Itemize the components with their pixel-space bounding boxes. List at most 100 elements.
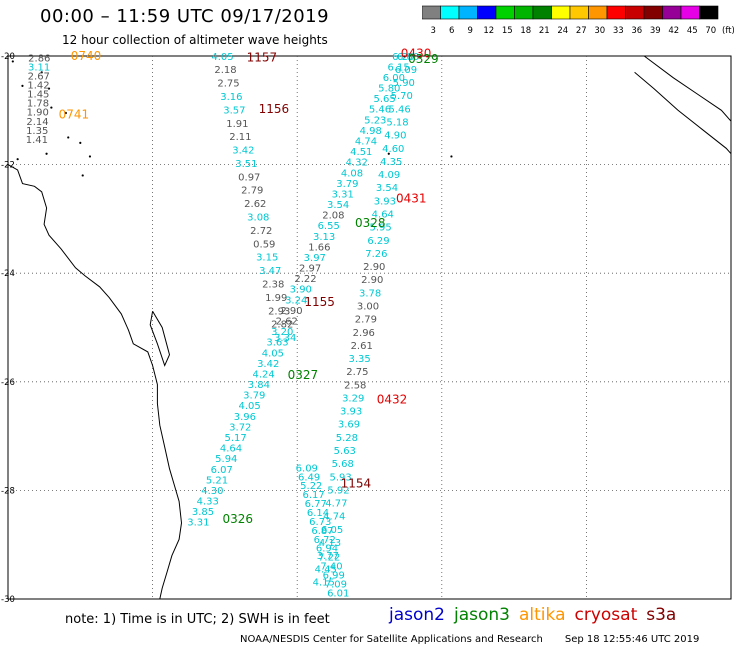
pass-time-label: 0329 [408, 52, 439, 66]
wave-height-value: 6.29 [367, 236, 389, 247]
islet [81, 174, 84, 177]
color-scale-label: 36 [631, 26, 642, 36]
wave-height-value: 4.64 [220, 444, 242, 455]
wave-height-value: 6.20 [392, 52, 414, 63]
wave-height-value: 2.18 [214, 65, 236, 76]
wave-height-value: 3.96 [234, 412, 256, 423]
wave-height-value: 2.96 [353, 328, 375, 339]
wave-height-value: 3.63 [266, 338, 288, 349]
page-subtitle: 12 hour collection of altimeter wave hei… [62, 33, 328, 47]
wave-height-value: 3.93 [374, 196, 396, 207]
wave-height-value: 4.64 [372, 210, 394, 221]
wave-height-value: 6.05 [321, 525, 343, 536]
wave-height-value: 5.95 [369, 223, 391, 234]
wave-height-value: 4.08 [341, 168, 363, 179]
wave-height-value: 3.35 [348, 354, 370, 365]
wave-height-value: 5.65 [373, 94, 395, 105]
islet [16, 158, 19, 161]
wave-height-value: 5.21 [206, 475, 228, 486]
wave-height-value: 7.09 [325, 579, 347, 590]
wave-height-value: 4.24 [252, 370, 274, 381]
wave-height-value: 4.35 [380, 157, 402, 168]
wave-height-value: 6.87 [311, 526, 333, 537]
wave-height-value: 4.33 [197, 497, 219, 508]
wave-height-value: 3.47 [259, 266, 281, 277]
wave-height-value: 3.90 [290, 285, 312, 296]
wave-height-value: 5.17 [224, 433, 246, 444]
color-scale-label: 42 [668, 26, 679, 36]
pass-time-label: 0327 [288, 368, 319, 382]
islet [64, 111, 67, 115]
wave-height-map: 150153156159162165-20-22-24-26-28-302.86… [1, 47, 732, 605]
wave-height-value: 3.84 [248, 380, 270, 391]
wave-height-value: 2.75 [217, 79, 239, 90]
wave-height-value: 4.05 [238, 401, 260, 412]
islet [67, 136, 70, 139]
wave-height-value: 3.85 [192, 507, 214, 518]
islet [21, 84, 24, 87]
pass-time-label: 1156 [259, 102, 290, 116]
latitude-label: -22 [1, 161, 15, 171]
color-scale-bar: 3 6 9 12 15 18 21 24 27 30 33 36 39 42 45 70 (ft) [422, 5, 734, 36]
wave-height-value: 6.49 [298, 472, 320, 483]
color-scale-label: 30 [594, 26, 605, 36]
pass-time-label: 1155 [304, 295, 335, 309]
wave-height-value: 6.09 [395, 65, 417, 76]
wave-height-value: 4.90 [384, 131, 406, 142]
wave-height-value: 3.78 [359, 288, 381, 299]
color-scale-label: 45 [687, 26, 698, 36]
legend-altika: altika [519, 605, 566, 625]
latitude-label: -26 [1, 378, 15, 388]
wave-height-value: 3.11 [28, 63, 50, 74]
wave-height-value: 6.72 [314, 535, 336, 546]
color-scale-label: 9 [468, 26, 473, 36]
wave-height-value: 5.46 [369, 105, 391, 116]
wave-height-value: 2.67 [28, 72, 50, 83]
wave-height-value: 6.09 [296, 463, 318, 474]
wave-height-value: 2.93 [268, 306, 290, 317]
wave-height-value: 3.97 [304, 253, 326, 264]
pass-time-label: 0432 [377, 393, 408, 407]
wave-height-value: 5.22 [300, 481, 322, 492]
wave-height-value: 3.77 [317, 551, 339, 562]
wave-height-value: 3.69 [338, 420, 360, 431]
wave-height-value: 3.31 [187, 518, 209, 529]
wave-height-value: 3.08 [247, 213, 269, 224]
pass-time-label: 1154 [341, 477, 372, 491]
wave-height-value: 6.14 [307, 508, 329, 519]
wave-height-value: 2.90 [363, 262, 385, 273]
wave-height-value: 2.97 [299, 264, 321, 275]
wave-height-value: 3.24 [285, 295, 307, 306]
credit-text: NOAA/NESDIS Center for Satellite Applica… [240, 634, 543, 645]
wave-height-value: 5.28 [336, 433, 358, 444]
wave-height-value: 4.74 [323, 512, 345, 523]
wave-height-value: 2.82 [271, 320, 293, 331]
wave-height-value: 5.46 [388, 104, 410, 115]
color-scale-label: 21 [539, 26, 550, 36]
color-scale-label: 27 [576, 26, 587, 36]
color-scale-label: 6 [449, 26, 454, 36]
wave-height-value: 3.51 [235, 159, 257, 170]
islet [387, 152, 390, 155]
wave-height-value: 3.13 [313, 232, 335, 243]
new-caledonia-coast [634, 71, 732, 155]
wave-height-value: 7.40 [320, 562, 342, 573]
wave-height-value: 3.72 [229, 422, 251, 433]
wave-height-value: 4.77 [325, 499, 347, 510]
wave-height-value: 2.79 [355, 315, 377, 326]
wave-height-value: 4.98 [360, 126, 382, 137]
wave-height-value: 3.42 [232, 146, 254, 157]
color-scale-label: 70 [705, 26, 716, 36]
satellite-legend: jason2 jason3 altika cryosat s3a [389, 605, 685, 625]
wave-height-value: 1.42 [27, 81, 49, 92]
pass-time-label: 0740 [71, 49, 102, 63]
generation-timestamp: Sep 18 12:55:46 UTC 2019 [564, 634, 700, 645]
color-scale-label: 24 [557, 26, 568, 36]
wave-height-value: 2.14 [26, 117, 48, 128]
pass-time-label: 0430 [401, 47, 432, 61]
wave-height-value: 2.90 [280, 306, 302, 317]
pass-time-label: 0431 [396, 192, 427, 206]
latitude-label: -20 [1, 52, 15, 62]
legend-s3a: s3a [646, 605, 677, 625]
